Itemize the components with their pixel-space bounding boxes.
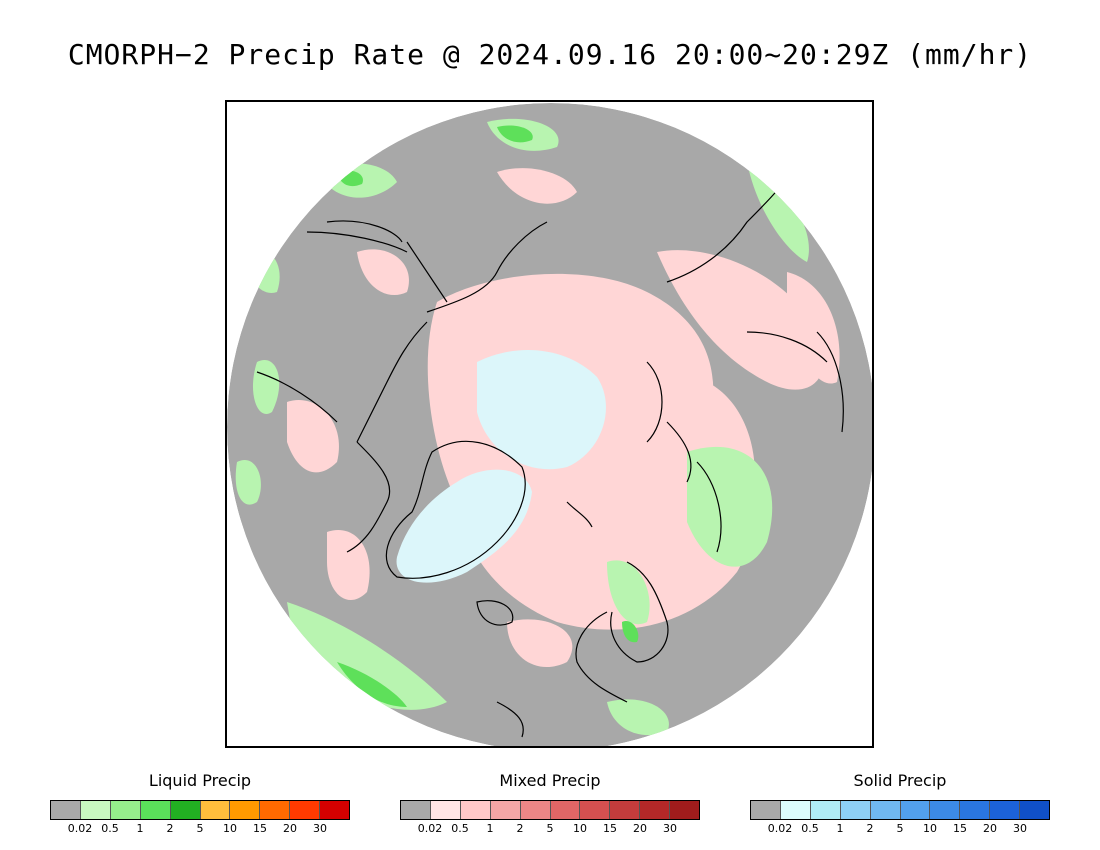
- legend-swatch: [751, 801, 781, 819]
- legend-swatch: [900, 801, 931, 819]
- legend-liquid-ticks: 0.02 0.5 1 2 5 10 15 20 30: [50, 822, 350, 836]
- legend-swatch: [430, 801, 461, 819]
- legend-tick: 2: [866, 822, 874, 835]
- coastlines: [256, 161, 844, 738]
- legend-liquid-bar: [50, 800, 350, 820]
- legend-tick: 10: [223, 822, 237, 835]
- legend-tick: 10: [923, 822, 937, 835]
- legend-swatch: [870, 801, 901, 819]
- legend-swatch: [230, 801, 261, 819]
- legend-tick: 1: [136, 822, 144, 835]
- legend-mixed: Mixed Precip 0.02 0.5 1 2 5 10 15 20 30: [400, 770, 700, 836]
- legend-solid-ticks: 0.02 0.5 1 2 5 10 15 20 30: [750, 822, 1050, 836]
- legend-tick: 5: [896, 822, 904, 835]
- legend-swatch: [610, 801, 641, 819]
- legend-swatch: [780, 801, 811, 819]
- legend-mixed-ticks: 0.02 0.5 1 2 5 10 15 20 30: [400, 822, 700, 836]
- legend-swatch: [320, 801, 350, 819]
- legend-swatch: [110, 801, 141, 819]
- legend-tick: 30: [1013, 822, 1027, 835]
- legend-swatch: [460, 801, 491, 819]
- legend-tick: 20: [983, 822, 997, 835]
- map-panel: [225, 100, 874, 748]
- legend-swatch: [140, 801, 171, 819]
- legend-swatch: [840, 801, 871, 819]
- legend-tick: 0.02: [417, 822, 443, 835]
- legend-tick: 0.5: [801, 822, 819, 835]
- legend-tick: 0.5: [101, 822, 119, 835]
- legend-swatch: [810, 801, 841, 819]
- legend-swatch: [580, 801, 611, 819]
- legend-tick: 5: [546, 822, 554, 835]
- legend-tick: 15: [603, 822, 617, 835]
- legend-tick: 30: [663, 822, 677, 835]
- legend-tick: 10: [573, 822, 587, 835]
- legend-solid-title: Solid Precip: [853, 771, 947, 790]
- legend-solid-bar: [750, 800, 1050, 820]
- legend-tick: 0.5: [451, 822, 469, 835]
- legend-swatch: [990, 801, 1021, 819]
- legend-liquid: Liquid Precip 0.02 0.5 1 2 5 10 15 20 30: [50, 770, 350, 836]
- legend-swatch: [490, 801, 521, 819]
- legend-tick: 1: [836, 822, 844, 835]
- legend-swatch: [260, 801, 291, 819]
- legend-swatch: [520, 801, 551, 819]
- legend-swatch: [401, 801, 431, 819]
- legend-liquid-title: Liquid Precip: [148, 771, 252, 790]
- liquid-precip-cores: [337, 125, 639, 707]
- legend-swatch: [290, 801, 321, 819]
- legend-swatch: [1020, 801, 1050, 819]
- legend-swatch: [80, 801, 111, 819]
- chart-title: CMORPH−2 Precip Rate @ 2024.09.16 20:00~…: [67, 38, 1033, 71]
- legend-tick: 1: [486, 822, 494, 835]
- legend-swatch: [960, 801, 991, 819]
- legend-swatch: [51, 801, 81, 819]
- legend-swatch: [670, 801, 700, 819]
- legend-tick: 0.02: [67, 822, 93, 835]
- legend-swatch: [170, 801, 201, 819]
- legend-tick: 20: [633, 822, 647, 835]
- legend-tick: 5: [196, 822, 204, 835]
- legend-tick: 20: [283, 822, 297, 835]
- solid-precip-regions: [396, 350, 606, 583]
- legend-tick: 15: [953, 822, 967, 835]
- legend-mixed-title: Mixed Precip: [499, 771, 601, 790]
- legend-swatch: [640, 801, 671, 819]
- legend-tick: 2: [516, 822, 524, 835]
- legend-swatch: [550, 801, 581, 819]
- legend-tick: 2: [166, 822, 174, 835]
- legend-solid: Solid Precip 0.02 0.5 1 2 5 10 15 20 30: [750, 770, 1050, 836]
- legend-tick: 15: [253, 822, 267, 835]
- legend-tick: 30: [313, 822, 327, 835]
- polar-map: [227, 103, 872, 746]
- legend-swatch: [930, 801, 961, 819]
- legend-mixed-bar: [400, 800, 700, 820]
- legend-tick: 0.02: [767, 822, 793, 835]
- legend-swatch: [200, 801, 231, 819]
